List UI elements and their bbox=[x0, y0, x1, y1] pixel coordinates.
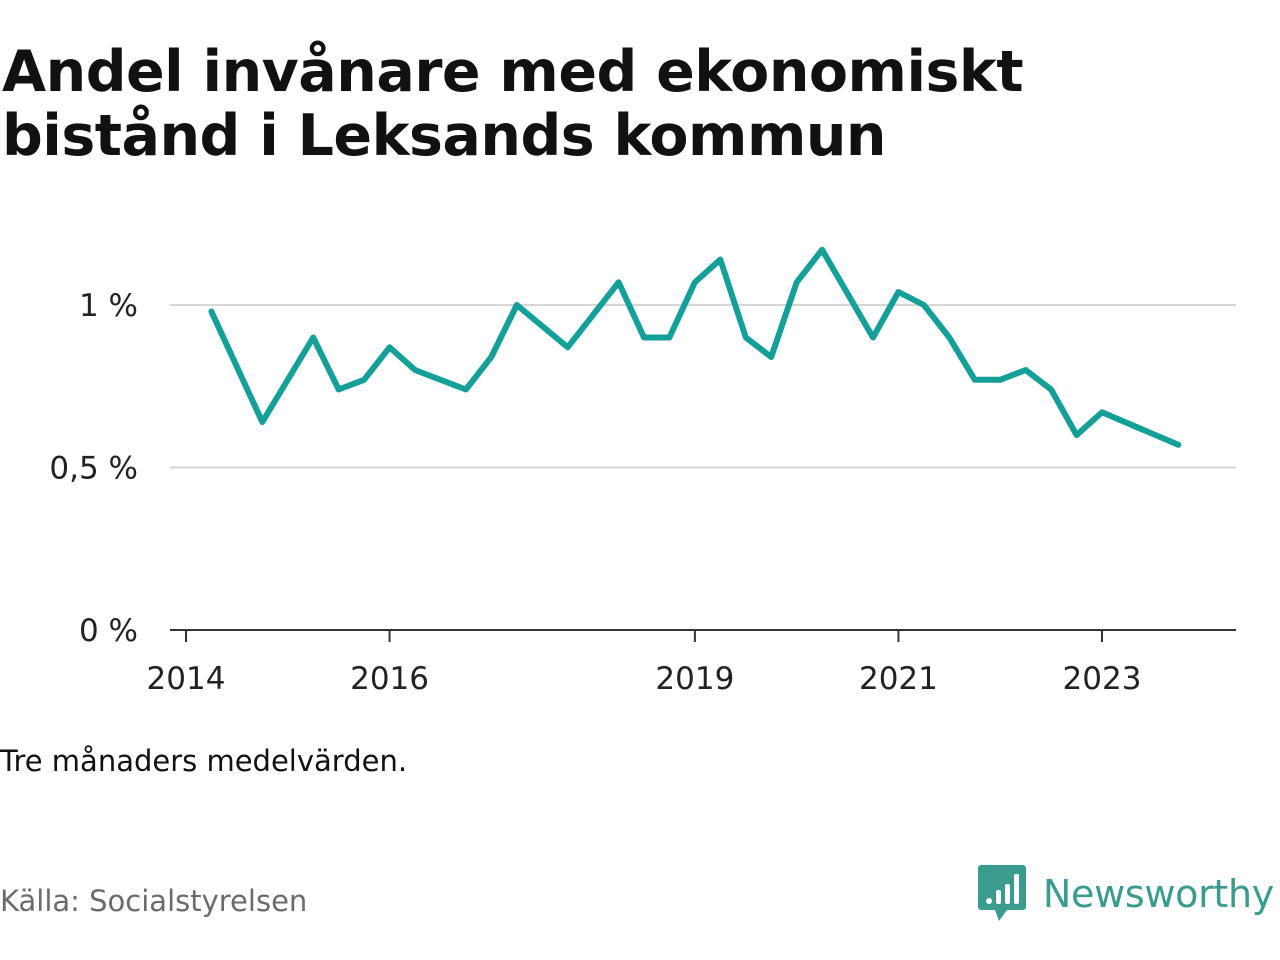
x-axis-ticks: 2014 2016 2019 2021 2023 bbox=[147, 630, 1142, 697]
chart-note: Tre månaders medelvärden. bbox=[0, 744, 408, 778]
y-tick-label: 1 % bbox=[79, 288, 138, 324]
newsworthy-logo-icon bbox=[977, 865, 1026, 921]
chart-title: Andel invånare med ekonomiskt bistånd i … bbox=[2, 39, 1024, 169]
series-line bbox=[208, 246, 1182, 448]
y-axis-ticks: 0 % 0,5 % 1 % bbox=[49, 288, 138, 649]
x-tick-label: 2014 bbox=[147, 661, 226, 697]
gridlines bbox=[170, 304, 1236, 469]
x-tick-label: 2023 bbox=[1063, 661, 1142, 697]
x-tick-label: 2021 bbox=[859, 661, 938, 697]
brand-name: Newsworthy bbox=[1042, 872, 1274, 916]
x-tick-label: 2016 bbox=[350, 661, 429, 697]
y-tick-label: 0 % bbox=[79, 613, 138, 649]
line-chart: 0 % 0,5 % 1 % 2014 2016 2019 2021 2023 bbox=[49, 246, 1236, 697]
brand-logo[interactable]: Newsworthy bbox=[977, 862, 1274, 926]
x-tick-label: 2019 bbox=[655, 661, 734, 697]
source-label: Källa: Socialstyrelsen bbox=[0, 884, 308, 918]
y-tick-label: 0,5 % bbox=[49, 451, 138, 487]
